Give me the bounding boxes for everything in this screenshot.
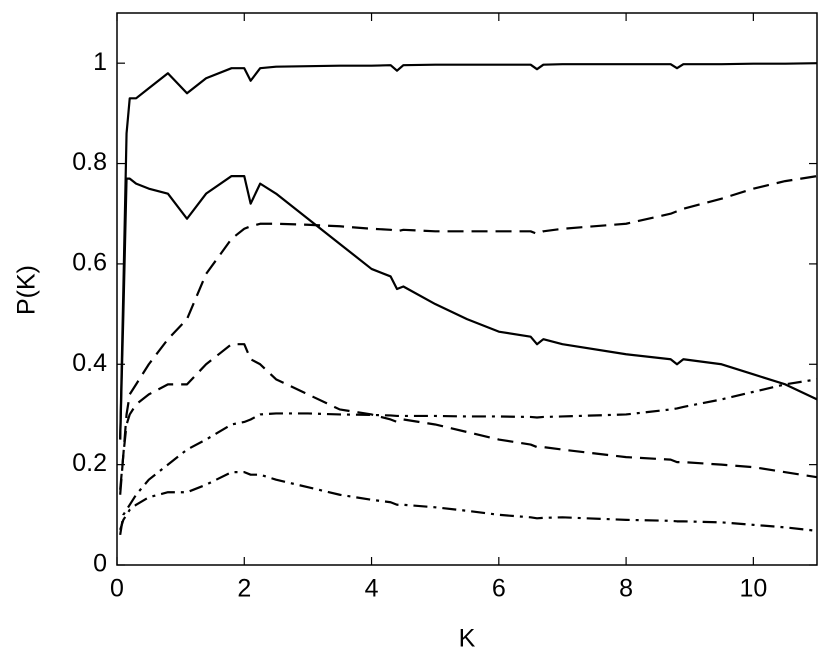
y-axis-label: P(K)	[13, 265, 41, 315]
y-tick-label: 0.4	[72, 349, 107, 377]
series-line	[119, 174, 818, 440]
plot-frame	[116, 12, 818, 566]
series-line	[119, 343, 818, 495]
x-tick-label: 0	[110, 575, 124, 603]
y-tick-label: 0.6	[72, 249, 107, 277]
x-tick-label: 8	[619, 575, 633, 603]
x-tick-label: 2	[237, 575, 251, 603]
series-line	[119, 378, 818, 536]
x-tick-label: 6	[492, 575, 506, 603]
x-axis-label: K	[459, 625, 476, 653]
y-tick-label: 0.8	[72, 148, 107, 176]
series-line	[119, 62, 818, 440]
y-tick-label: 1	[93, 48, 107, 76]
y-tick-label: 0.2	[72, 449, 107, 477]
x-tick-label: 10	[739, 575, 767, 603]
series-line	[119, 175, 818, 490]
x-tick-label: 4	[365, 575, 379, 603]
y-tick-label: 0	[93, 550, 107, 578]
series-line	[119, 471, 818, 532]
